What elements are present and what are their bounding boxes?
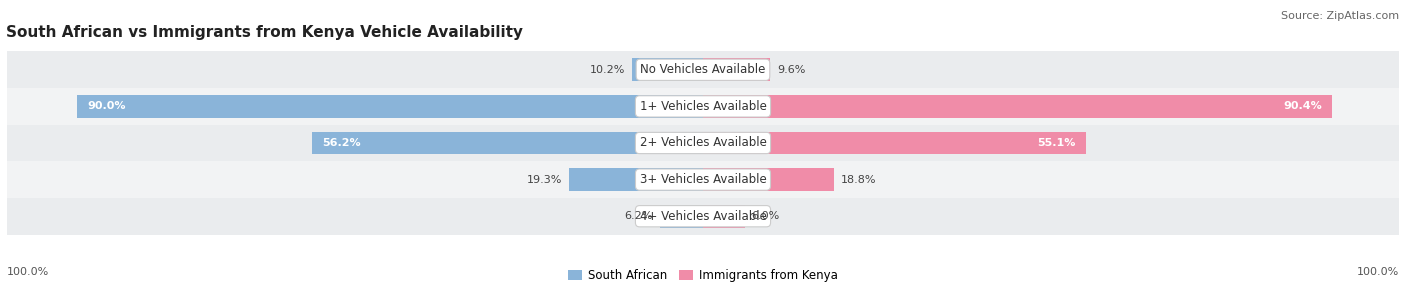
- Text: 55.1%: 55.1%: [1038, 138, 1076, 148]
- Bar: [7, 125, 1399, 161]
- Text: 3+ Vehicles Available: 3+ Vehicles Available: [640, 173, 766, 186]
- Text: 1+ Vehicles Available: 1+ Vehicles Available: [640, 100, 766, 113]
- Text: 18.8%: 18.8%: [841, 175, 876, 184]
- Legend: South African, Immigrants from Kenya: South African, Immigrants from Kenya: [564, 265, 842, 286]
- Bar: [568, 168, 703, 191]
- Text: South African vs Immigrants from Kenya Vehicle Availability: South African vs Immigrants from Kenya V…: [6, 25, 523, 40]
- Text: 90.0%: 90.0%: [87, 102, 125, 111]
- Text: 6.0%: 6.0%: [752, 211, 780, 221]
- Text: 56.2%: 56.2%: [322, 138, 361, 148]
- Text: 10.2%: 10.2%: [589, 65, 626, 75]
- Text: 9.6%: 9.6%: [776, 65, 806, 75]
- Bar: [7, 88, 1399, 125]
- Text: 19.3%: 19.3%: [526, 175, 562, 184]
- Bar: [76, 95, 703, 118]
- Text: 100.0%: 100.0%: [1357, 267, 1399, 277]
- Bar: [703, 95, 1331, 118]
- Bar: [7, 198, 1399, 235]
- Text: 6.2%: 6.2%: [624, 211, 652, 221]
- Bar: [7, 161, 1399, 198]
- Bar: [703, 58, 770, 81]
- Text: 90.4%: 90.4%: [1282, 102, 1322, 111]
- Bar: [703, 168, 834, 191]
- Text: 2+ Vehicles Available: 2+ Vehicles Available: [640, 136, 766, 150]
- Bar: [703, 205, 745, 228]
- Bar: [312, 132, 703, 154]
- Text: Source: ZipAtlas.com: Source: ZipAtlas.com: [1281, 11, 1399, 21]
- Bar: [703, 132, 1087, 154]
- Text: No Vehicles Available: No Vehicles Available: [640, 63, 766, 76]
- Bar: [659, 205, 703, 228]
- Bar: [7, 51, 1399, 88]
- Text: 100.0%: 100.0%: [7, 267, 49, 277]
- Text: 4+ Vehicles Available: 4+ Vehicles Available: [640, 210, 766, 223]
- Bar: [633, 58, 703, 81]
